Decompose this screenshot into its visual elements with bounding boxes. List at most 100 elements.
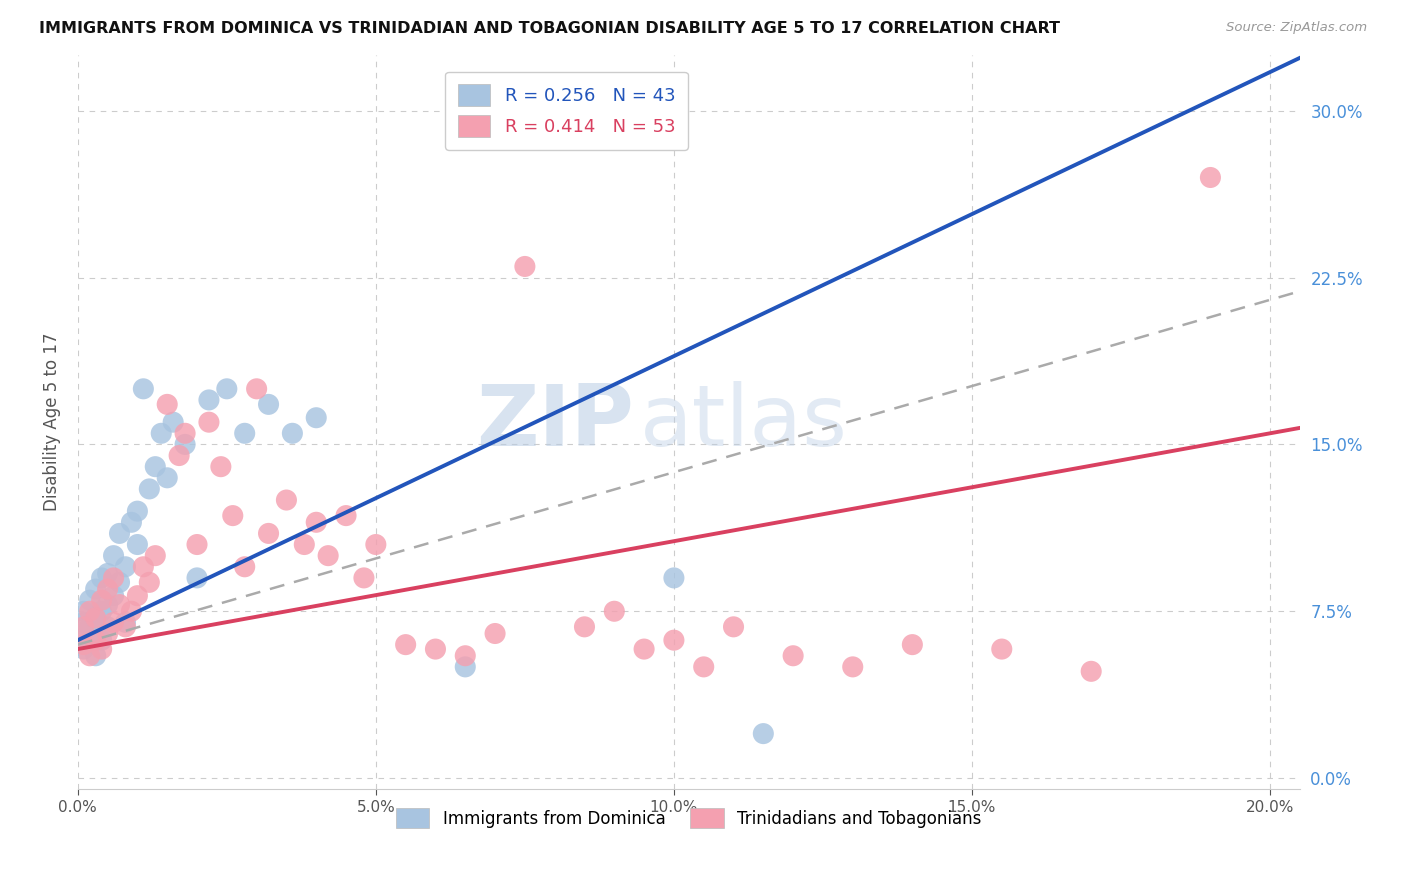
Point <box>513 260 536 274</box>
Point <box>174 437 197 451</box>
Point <box>84 611 107 625</box>
Point <box>114 559 136 574</box>
Point <box>425 642 447 657</box>
Point <box>292 537 315 551</box>
Point <box>752 726 775 740</box>
Point <box>484 626 506 640</box>
Point <box>198 415 221 429</box>
Point <box>108 598 131 612</box>
Point <box>364 537 387 551</box>
Point <box>103 549 125 563</box>
Point <box>79 648 101 663</box>
Point <box>120 516 142 530</box>
Point <box>84 648 107 663</box>
Point <box>73 638 96 652</box>
Point <box>215 382 238 396</box>
Point <box>79 593 101 607</box>
Point <box>79 604 101 618</box>
Point <box>143 549 166 563</box>
Point <box>127 504 149 518</box>
Point <box>901 638 924 652</box>
Point <box>603 604 626 618</box>
Point <box>97 566 120 581</box>
Point <box>84 582 107 596</box>
Point <box>281 426 304 441</box>
Point <box>127 589 149 603</box>
Point <box>167 449 190 463</box>
Point <box>723 620 745 634</box>
Point <box>186 537 208 551</box>
Point <box>693 660 716 674</box>
Point <box>84 633 107 648</box>
Point <box>198 392 221 407</box>
Point <box>662 571 685 585</box>
Point <box>257 526 280 541</box>
Point <box>84 611 107 625</box>
Text: Source: ZipAtlas.com: Source: ZipAtlas.com <box>1226 21 1367 34</box>
Point <box>138 482 160 496</box>
Text: IMMIGRANTS FROM DOMINICA VS TRINIDADIAN AND TOBAGONIAN DISABILITY AGE 5 TO 17 CO: IMMIGRANTS FROM DOMINICA VS TRINIDADIAN … <box>39 21 1060 36</box>
Point <box>114 615 136 630</box>
Point <box>79 620 101 634</box>
Point <box>73 642 96 657</box>
Point <box>1080 665 1102 679</box>
Legend: Immigrants from Dominica, Trinidadians and Tobagonians: Immigrants from Dominica, Trinidadians a… <box>388 800 990 836</box>
Point <box>174 426 197 441</box>
Point <box>132 559 155 574</box>
Point <box>103 615 125 630</box>
Point <box>73 620 96 634</box>
Point <box>156 471 179 485</box>
Point <box>90 593 112 607</box>
Point <box>156 397 179 411</box>
Point <box>222 508 245 523</box>
Point <box>186 571 208 585</box>
Point <box>73 615 96 630</box>
Point <box>108 575 131 590</box>
Point <box>97 582 120 596</box>
Point <box>209 459 232 474</box>
Point <box>454 660 477 674</box>
Point <box>395 638 418 652</box>
Point <box>97 626 120 640</box>
Text: ZIP: ZIP <box>477 381 634 464</box>
Point <box>103 571 125 585</box>
Point <box>353 571 375 585</box>
Point <box>233 426 256 441</box>
Point <box>246 382 269 396</box>
Point <box>120 604 142 618</box>
Y-axis label: Disability Age 5 to 17: Disability Age 5 to 17 <box>44 333 60 511</box>
Point <box>305 410 328 425</box>
Point <box>162 415 184 429</box>
Point <box>90 633 112 648</box>
Point <box>143 459 166 474</box>
Point <box>1199 170 1222 185</box>
Point <box>97 620 120 634</box>
Point <box>633 642 655 657</box>
Point <box>305 516 328 530</box>
Point <box>84 626 107 640</box>
Text: atlas: atlas <box>640 381 848 464</box>
Point <box>316 549 339 563</box>
Point <box>90 571 112 585</box>
Point <box>574 620 596 634</box>
Point <box>233 559 256 574</box>
Point <box>90 642 112 657</box>
Point <box>150 426 173 441</box>
Point <box>108 526 131 541</box>
Point <box>90 604 112 618</box>
Point <box>79 638 101 652</box>
Point <box>114 620 136 634</box>
Point <box>991 642 1014 657</box>
Point <box>257 397 280 411</box>
Point <box>127 537 149 551</box>
Point <box>782 648 804 663</box>
Point <box>662 633 685 648</box>
Point <box>454 648 477 663</box>
Point <box>73 604 96 618</box>
Point <box>73 633 96 648</box>
Point <box>103 589 125 603</box>
Point <box>842 660 865 674</box>
Point <box>335 508 357 523</box>
Point <box>276 493 298 508</box>
Point <box>138 575 160 590</box>
